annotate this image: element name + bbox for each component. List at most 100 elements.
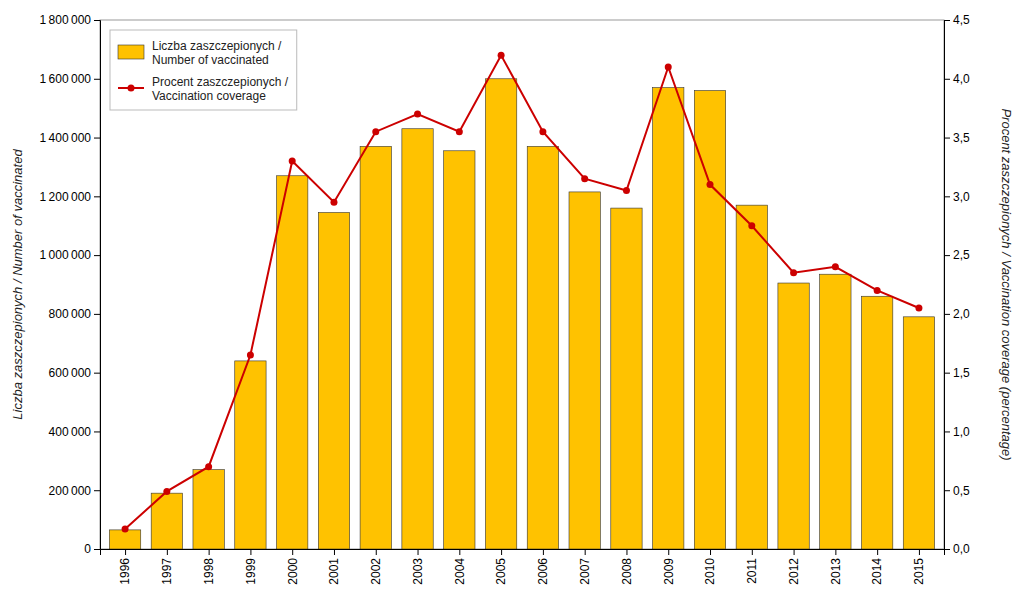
tick-label: 0,5 (953, 484, 970, 498)
tick-mark (585, 549, 586, 555)
tick-mark (944, 549, 950, 550)
tick: 2,5 (944, 248, 970, 262)
tick-mark (94, 138, 100, 139)
legend: Liczba zaszczepionych /Number of vaccina… (110, 30, 297, 110)
bar (820, 274, 851, 549)
tick-mark (626, 549, 627, 555)
tick-mark (167, 549, 168, 555)
marker (372, 128, 379, 135)
legend-label: Liczba zaszczepionych /Number of vaccina… (152, 39, 282, 67)
tick-mark (944, 255, 950, 256)
tick: 2013 (829, 549, 843, 585)
tick-label: 1,0 (953, 425, 970, 439)
tick-label: 2,5 (953, 248, 970, 262)
tick: 1,5 (944, 366, 970, 380)
tick-label: 1 200 000 (39, 190, 91, 204)
bar (861, 296, 892, 549)
tick-mark (250, 549, 251, 555)
tick-mark (459, 549, 460, 555)
tick: 2003 (411, 549, 425, 585)
marker (163, 488, 170, 495)
marker (874, 287, 881, 294)
bar (694, 91, 725, 549)
marker (832, 263, 839, 270)
tick: 1,0 (944, 425, 970, 439)
marker (915, 305, 922, 312)
bar (569, 192, 600, 549)
tick: 2006 (536, 549, 550, 585)
tick-label: 1 600 000 (39, 72, 91, 86)
tick: 800 000 (49, 307, 100, 321)
tick: 2001 (327, 549, 341, 585)
marker (623, 187, 630, 194)
tick-mark (94, 79, 100, 80)
bar (485, 79, 516, 549)
bar (277, 176, 308, 549)
tick-mark (94, 255, 100, 256)
tick-mark (944, 373, 950, 374)
tick-mark (501, 549, 502, 555)
marker (414, 111, 421, 118)
marker (289, 158, 296, 165)
tick-mark (376, 549, 377, 555)
plot: 1996199719981999200020012002200320042005… (39, 13, 970, 584)
tick-mark (94, 314, 100, 315)
tick: 1996 (118, 549, 132, 585)
tick: 2008 (620, 549, 634, 585)
line (125, 55, 919, 529)
tick-label: 1 000 000 (39, 248, 91, 262)
tick: 1998 (202, 549, 216, 585)
tick-mark (919, 549, 920, 555)
tick-mark (668, 549, 669, 555)
tick-mark (209, 549, 210, 555)
bar (360, 146, 391, 549)
y2-axis-title: Procent zaszczepionych / Vaccination cov… (999, 108, 1014, 460)
marker (539, 128, 546, 135)
tick-label: 1999 (244, 558, 258, 585)
tick: 2004 (453, 549, 467, 585)
tick: 2005 (494, 549, 508, 585)
tick-label: 2004 (453, 558, 467, 585)
tick: 2015 (912, 549, 926, 585)
bar (109, 530, 140, 549)
marker (122, 526, 129, 533)
tick-label: 0,0 (953, 542, 970, 556)
tick-mark (292, 549, 293, 555)
chart: 1996199719981999200020012002200320042005… (0, 0, 1024, 611)
plot-frame (100, 20, 944, 549)
tick-label: 1 800 000 (39, 13, 91, 27)
tick-label: 1 400 000 (39, 131, 91, 145)
tick-label: 1996 (118, 558, 132, 585)
tick-label: 2006 (536, 558, 550, 585)
tick-label: 2005 (494, 558, 508, 585)
tick-label: 1,5 (953, 366, 970, 380)
tick: 1999 (244, 549, 258, 585)
marker (456, 128, 463, 135)
tick: 1 000 000 (39, 248, 100, 262)
tick-label: 4,0 (953, 72, 970, 86)
tick: 2,0 (944, 307, 970, 321)
tick: 400 000 (49, 425, 100, 439)
bar (402, 129, 433, 549)
tick: 2007 (578, 549, 592, 585)
tick: 0,5 (944, 484, 970, 498)
marker (205, 463, 212, 470)
tick-mark (125, 549, 126, 555)
y-axis: 0200 000400 000600 000800 0001 000 0001 … (39, 13, 100, 556)
tick-label: 2010 (703, 558, 717, 585)
legend-label: Procent zaszczepionych /Vaccination cove… (152, 75, 289, 103)
tick-mark (794, 549, 795, 555)
tick-mark (944, 196, 950, 197)
axis-line (94, 21, 101, 550)
tick-label: 2002 (369, 558, 383, 585)
tick-label: 2011 (745, 558, 759, 584)
bar (444, 151, 475, 549)
bar (611, 208, 642, 549)
markers (122, 52, 923, 533)
tick-mark (94, 549, 100, 550)
tick-mark (944, 431, 950, 432)
tick-label: 600 000 (49, 366, 92, 380)
tick-mark (94, 196, 100, 197)
tick-label: 2008 (620, 558, 634, 585)
tick-mark (835, 549, 836, 555)
